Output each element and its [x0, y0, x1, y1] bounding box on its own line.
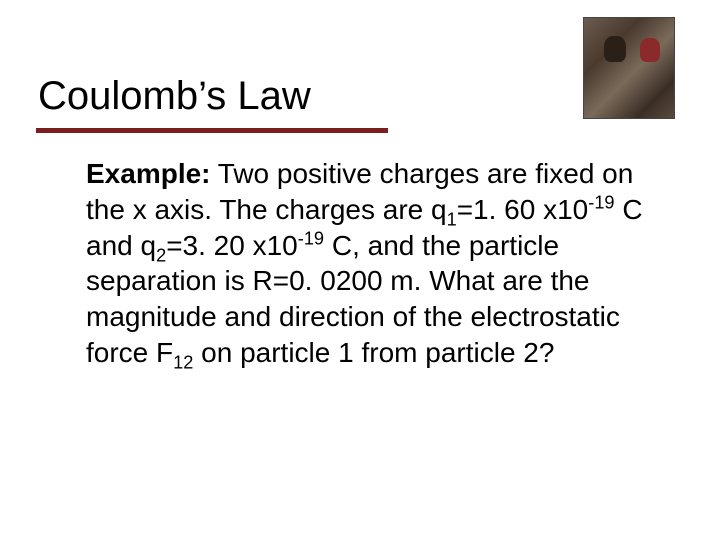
- sub-q1: 1: [447, 209, 457, 229]
- title-underline: [36, 128, 388, 133]
- body-seg-6: on particle 1 from particle 2?: [193, 337, 554, 368]
- example-label: Example:: [86, 158, 211, 189]
- body-seg-2: =1. 60 x10: [457, 194, 589, 225]
- body-text: Example: Two positive charges are fixed …: [86, 156, 656, 371]
- slide-title: Coulomb’s Law: [38, 74, 311, 119]
- slide: Coulomb’s Law Example: Two positive char…: [0, 0, 720, 540]
- corner-photo: [584, 18, 674, 118]
- sub-q2: 2: [156, 245, 166, 265]
- sup-exp2: -19: [298, 228, 324, 248]
- sup-exp1: -19: [588, 193, 614, 213]
- sub-f12: 12: [173, 353, 193, 373]
- body-seg-4: =3. 20 x10: [166, 230, 298, 261]
